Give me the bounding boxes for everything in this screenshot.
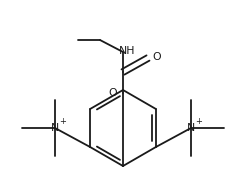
Text: N: N: [51, 123, 59, 133]
Text: O: O: [109, 88, 117, 98]
Text: +: +: [60, 118, 66, 126]
Text: +: +: [196, 118, 202, 126]
Text: N: N: [187, 123, 195, 133]
Text: NH: NH: [119, 46, 135, 56]
Text: O: O: [153, 52, 161, 62]
